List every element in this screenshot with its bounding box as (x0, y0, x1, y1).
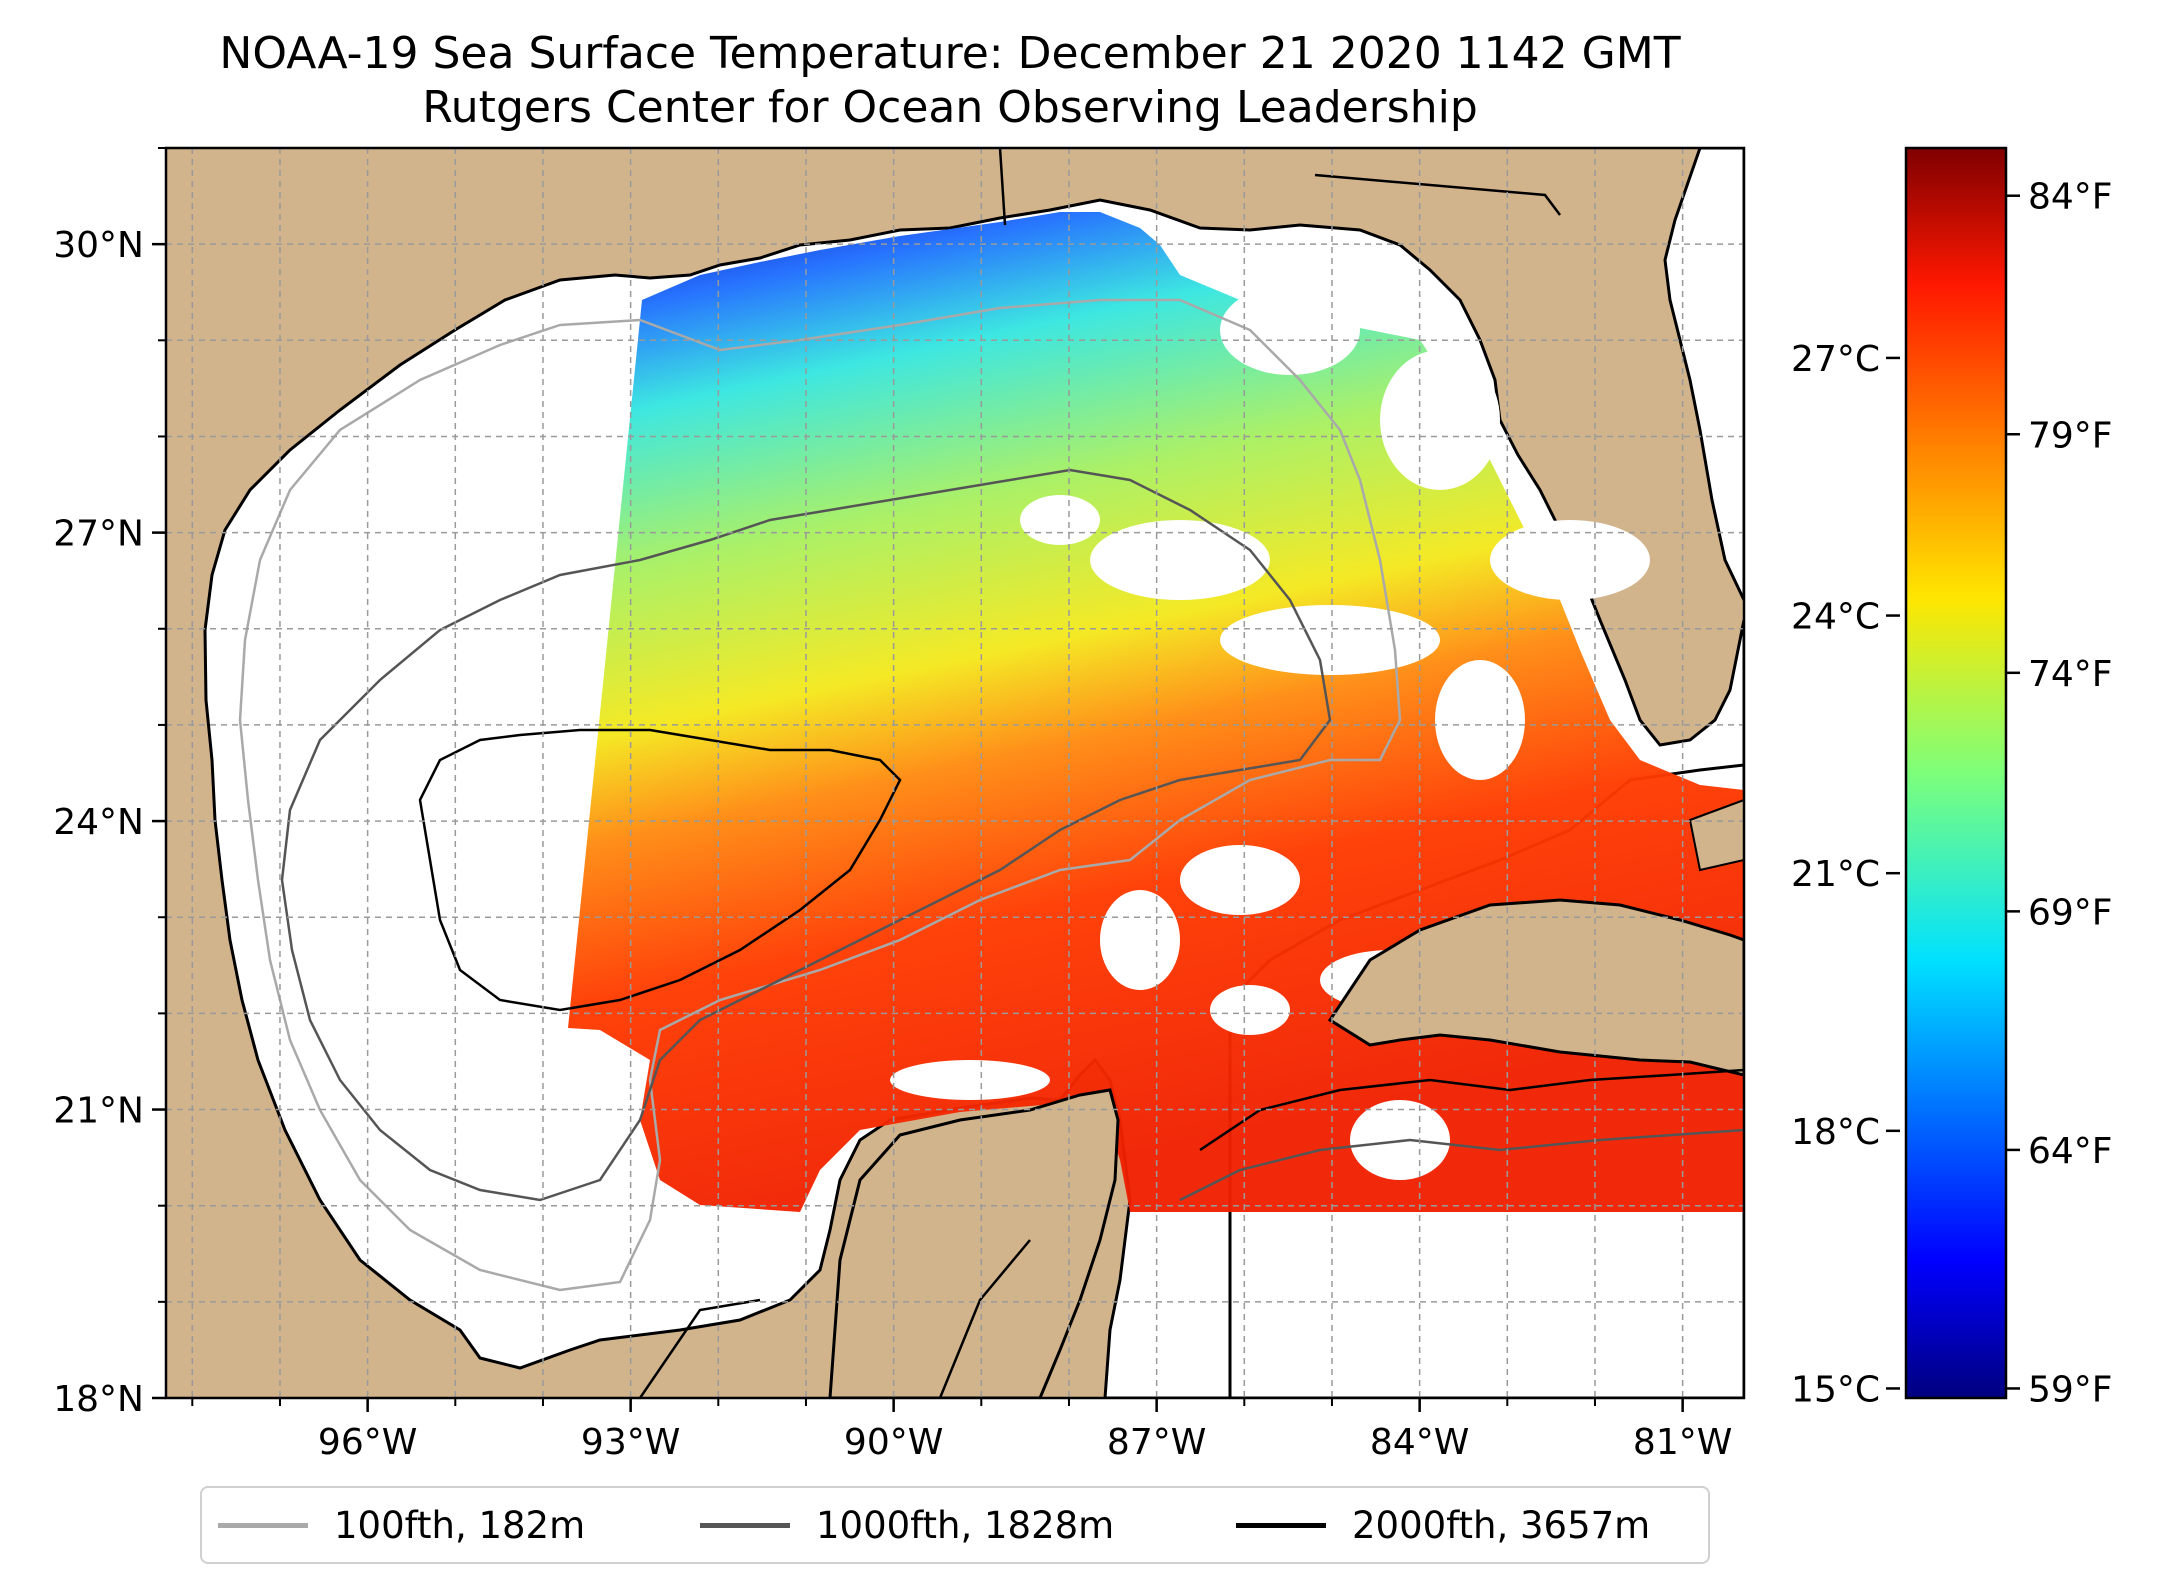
longitude-axis: 96°W 93°W 90°W 87°W 84°W 81°W (191, 1398, 1732, 1463)
chart-title: NOAA-19 Sea Surface Temperature: Decembe… (219, 28, 1681, 79)
fahrenheit-axis: 59°F 64°F 69°F 74°F 79°F 84°F (2006, 177, 2113, 1410)
lat-tick-label: 27°N (53, 514, 144, 555)
fahrenheit-tick-label: 59°F (2028, 1369, 2113, 1410)
fahrenheit-tick-label: 84°F (2028, 177, 2113, 218)
bathymetry-contours (238, 298, 1744, 1292)
legend-swatch-2000fth (1236, 1522, 1326, 1528)
lat-tick-label: 18°N (53, 1379, 144, 1420)
fahrenheit-tick-label: 69°F (2028, 892, 2113, 933)
fahrenheit-tick-label: 64°F (2028, 1131, 2113, 1172)
lat-tick-label: 24°N (53, 802, 144, 843)
map-plot-area (166, 148, 1744, 1398)
colorbar (1904, 146, 2008, 1400)
contour-legend: 100fth, 182m 1000fth, 1828m 2000fth, 365… (200, 1486, 1710, 1564)
celsius-axis: 15°C 18°C 21°C 24°C 27°C (1791, 339, 1900, 1410)
lon-tick-label: 96°W (318, 1422, 417, 1463)
celsius-tick-label: 24°C (1791, 597, 1880, 638)
legend-label-2000fth: 2000fth, 3657m (1352, 1503, 1651, 1547)
map-frame (164, 146, 1746, 1400)
bahamas (1688, 798, 1744, 872)
lon-tick-label: 87°W (1107, 1422, 1206, 1463)
legend-label-100fth: 100fth, 182m (334, 1503, 586, 1547)
legend-swatch-1000fth (700, 1522, 790, 1528)
lat-tick-label: 30°N (53, 225, 144, 266)
legend-item-2000fth: 2000fth, 3657m (1236, 1488, 1650, 1562)
contour-1000fth (280, 468, 1332, 1202)
yucatan (828, 1088, 1120, 1398)
legend-swatch-100fth (218, 1522, 308, 1528)
contour-2000fth (418, 728, 902, 1012)
celsius-tick-label: 21°C (1791, 854, 1880, 895)
legend-item-100fth: 100fth, 182m (218, 1488, 585, 1562)
legend-item-1000fth: 1000fth, 1828m (700, 1488, 1114, 1562)
celsius-tick-label: 27°C (1791, 339, 1880, 380)
lat-tick-label: 21°N (53, 1091, 144, 1132)
lon-tick-label: 84°W (1370, 1422, 1469, 1463)
lon-tick-label: 90°W (844, 1422, 943, 1463)
chart-subtitle: Rutgers Center for Ocean Observing Leade… (422, 82, 1478, 133)
cuba (1327, 898, 1744, 1077)
celsius-tick-label: 15°C (1791, 1369, 1880, 1410)
latitude-axis: 18°N 21°N 24°N 27°N 30°N (53, 147, 166, 1420)
gridlines (166, 148, 1744, 1398)
political-borders (638, 148, 1561, 1398)
fahrenheit-tick-label: 79°F (2028, 415, 2113, 456)
legend-label-1000fth: 1000fth, 1828m (816, 1503, 1115, 1547)
atlantic-water (1663, 148, 1744, 601)
contour-100fth (238, 298, 1402, 1292)
lon-tick-label: 81°W (1633, 1422, 1732, 1463)
contour-2000fth-caribbean (1199, 1068, 1744, 1152)
contour-1000fth-caribbean (1179, 1128, 1744, 1202)
lon-tick-label: 93°W (581, 1422, 680, 1463)
fahrenheit-tick-label: 74°F (2028, 654, 2113, 695)
celsius-tick-label: 18°C (1791, 1112, 1880, 1153)
